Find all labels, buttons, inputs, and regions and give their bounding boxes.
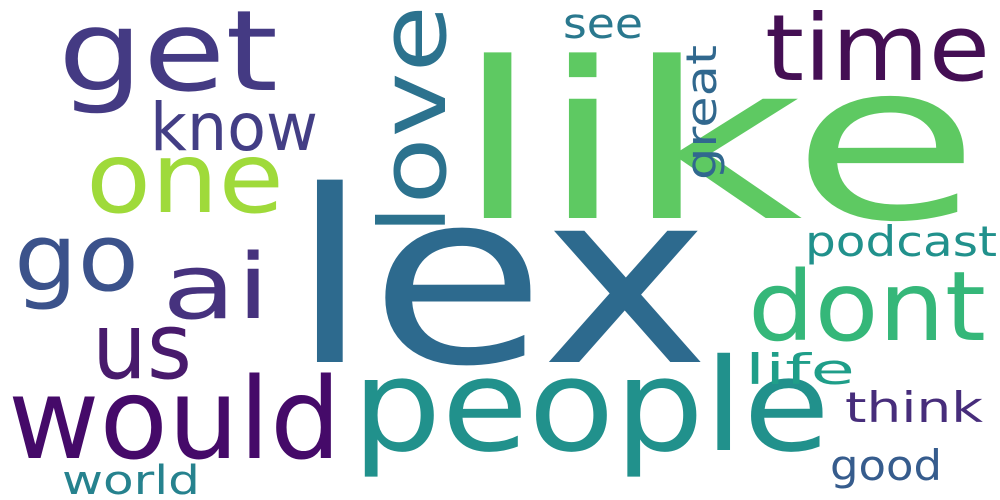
- word-go: go: [14, 204, 139, 313]
- word-good: good: [830, 441, 942, 490]
- word-think: think: [845, 383, 984, 432]
- word-great: great: [677, 45, 726, 180]
- word-dont: dont: [748, 251, 986, 363]
- word-lex: lex: [290, 139, 710, 419]
- word-get: get: [58, 0, 278, 117]
- word-life: life: [745, 345, 855, 394]
- word-love: love: [360, 5, 467, 235]
- word-like: like: [455, 17, 980, 270]
- word-world: world: [62, 458, 200, 500]
- word-would: would: [8, 355, 341, 485]
- word-see: see: [563, 0, 643, 48]
- word-one: one: [86, 122, 284, 236]
- word-know: know: [150, 89, 318, 166]
- word-us: us: [92, 293, 192, 400]
- word-ai: ai: [162, 235, 270, 340]
- word-people: people: [352, 332, 830, 481]
- word-time: time: [765, 0, 990, 102]
- word-podcast: podcast: [805, 217, 997, 266]
